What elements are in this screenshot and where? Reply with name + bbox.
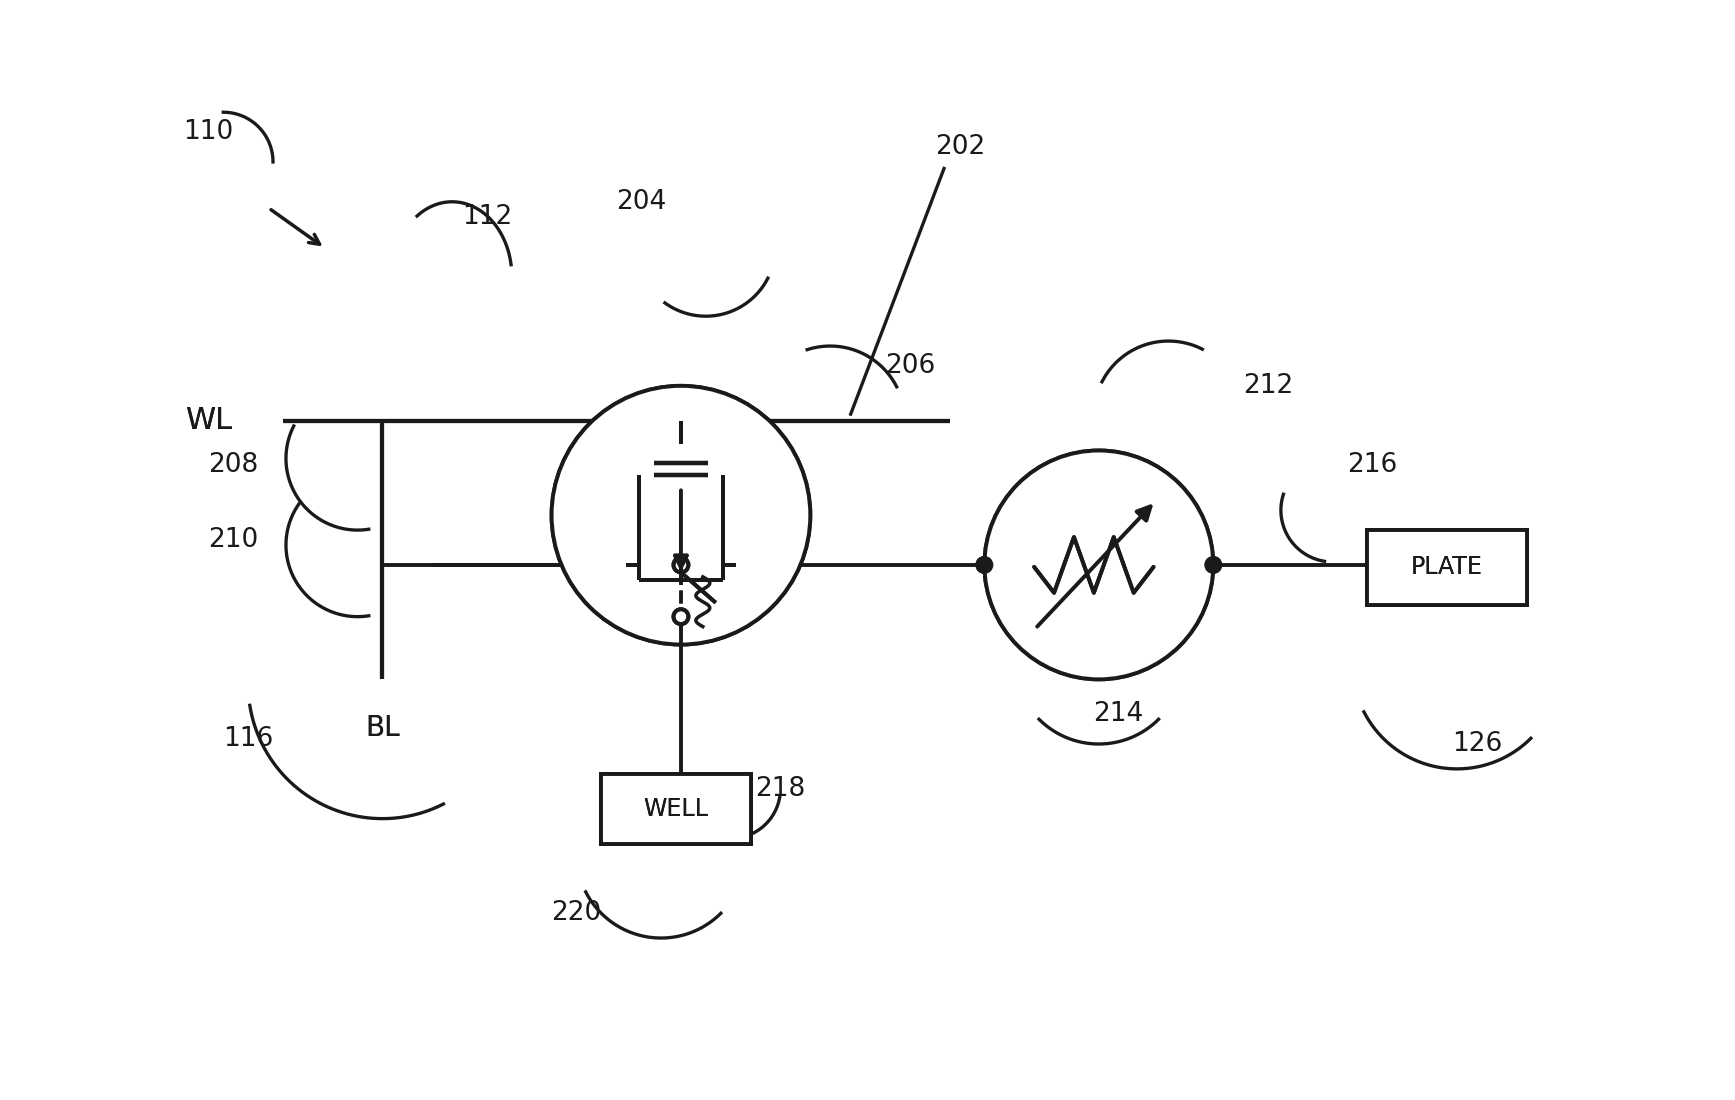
Text: WL: WL [186,406,232,436]
Text: 210: 210 [208,527,259,553]
Text: 116: 116 [224,726,274,752]
Circle shape [552,386,810,645]
Text: WELL: WELL [644,796,708,821]
Circle shape [552,386,810,645]
FancyBboxPatch shape [602,774,751,844]
Text: BL: BL [364,714,399,742]
Circle shape [1204,556,1221,574]
FancyBboxPatch shape [1367,530,1527,605]
FancyBboxPatch shape [1367,530,1527,605]
Text: 110: 110 [184,119,234,145]
Text: 216: 216 [1348,452,1398,478]
Circle shape [1204,556,1221,574]
Text: 220: 220 [552,900,602,926]
Text: 126: 126 [1452,732,1503,757]
Circle shape [975,556,994,574]
Text: 204: 204 [616,189,666,214]
Text: 206: 206 [885,353,935,378]
Text: PLATE: PLATE [1411,556,1483,580]
Text: WL: WL [186,406,232,436]
Circle shape [975,556,994,574]
Text: WELL: WELL [644,796,708,821]
Text: PLATE: PLATE [1411,556,1483,580]
Text: 212: 212 [1242,373,1293,399]
Circle shape [984,451,1213,680]
Circle shape [984,451,1213,680]
Text: 202: 202 [935,134,985,159]
Text: 218: 218 [755,776,805,802]
Text: 208: 208 [208,452,259,478]
Text: 112: 112 [462,204,512,230]
FancyBboxPatch shape [602,774,751,844]
Text: 214: 214 [1093,701,1143,727]
Text: BL: BL [364,714,399,742]
